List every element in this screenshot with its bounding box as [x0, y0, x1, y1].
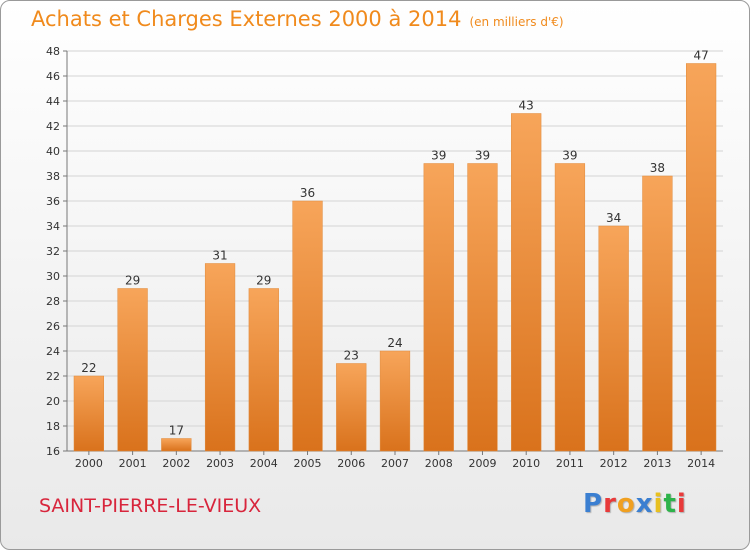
y-tick-label: 46: [46, 70, 60, 83]
proxiti-logo: Proxiti: [583, 489, 687, 519]
logo-letter: i: [653, 489, 664, 519]
bar: [336, 363, 367, 452]
x-tick-labels: 2000 2001 2002 2003 2004 2005 2006 2007 2008 2009…: [75, 451, 715, 470]
x-tick-label: 2012: [600, 457, 628, 470]
bar: [642, 175, 673, 452]
y-tick-label: 42: [46, 120, 60, 133]
logo-letter: x: [635, 489, 654, 519]
chart-subtitle: (en milliers d'€): [469, 15, 564, 29]
logo-letter: t: [663, 489, 677, 519]
bar: [379, 350, 411, 452]
y-tick-label: 36: [46, 195, 60, 208]
place-name: SAINT-PIERRE-LE-VIEUX: [39, 495, 262, 517]
data-label: 29: [256, 274, 271, 288]
y-tick-label: 40: [46, 145, 60, 158]
x-tick-label: 2003: [206, 457, 234, 470]
data-labels: 22 29 17 31 29 36 23 24 39 39 43 39 34 38 47: [81, 49, 709, 438]
x-tick-label: 2004: [250, 457, 278, 470]
data-label: 38: [650, 161, 665, 175]
x-tick-label: 2002: [162, 457, 190, 470]
data-label: 39: [475, 149, 490, 163]
x-tick-label: 2000: [75, 457, 103, 470]
bar: [686, 63, 717, 452]
bar: [292, 200, 323, 452]
logo-letter: r: [603, 489, 617, 519]
data-label: 31: [212, 249, 227, 263]
y-tick-label: 16: [46, 445, 60, 458]
data-label: 39: [431, 149, 446, 163]
x-tick-label: 2013: [643, 457, 671, 470]
y-tick-label: 18: [46, 420, 60, 433]
y-tick-label: 22: [46, 370, 60, 383]
logo-letter: i: [676, 489, 687, 519]
x-tick-label: 2007: [381, 457, 409, 470]
data-label: 17: [169, 424, 184, 438]
bar: [73, 375, 104, 452]
y-tick-label: 28: [46, 295, 60, 308]
bar: [161, 438, 192, 452]
chart-title-line: Achats et Charges Externes 2000 à 2014 (e…: [31, 7, 564, 31]
y-tick-label: 20: [46, 395, 60, 408]
x-tick-label: 2006: [337, 457, 365, 470]
data-label: 47: [693, 49, 708, 63]
bar: [248, 288, 279, 452]
y-tick-label: 26: [46, 320, 60, 333]
logo-letter: o: [616, 489, 636, 519]
data-label: 24: [387, 336, 402, 350]
data-label: 39: [562, 149, 577, 163]
data-label: 23: [344, 349, 359, 363]
bar: [554, 163, 586, 452]
bar: [511, 113, 542, 452]
data-label: 22: [81, 361, 96, 375]
y-tick-label: 38: [46, 170, 60, 183]
logo-letter: P: [583, 489, 604, 519]
x-tick-label: 2008: [425, 457, 453, 470]
x-tick-label: 2010: [512, 457, 540, 470]
x-tick-label: 2005: [294, 457, 322, 470]
x-tick-label: 2001: [119, 457, 147, 470]
y-tick-label: 24: [46, 345, 60, 358]
bar: [467, 163, 498, 452]
data-label: 36: [300, 186, 315, 200]
y-tick-label: 48: [46, 45, 60, 58]
bar: [598, 225, 629, 452]
data-label: 34: [606, 211, 621, 225]
chart-title: Achats et Charges Externes 2000 à 2014: [31, 7, 462, 31]
y-tick-label: 32: [46, 245, 60, 258]
bars: [73, 63, 717, 452]
x-tick-label: 2014: [687, 457, 715, 470]
bar: [117, 288, 148, 452]
bar: [423, 163, 454, 452]
y-tick-label: 34: [46, 220, 60, 233]
y-tick-label: 44: [46, 95, 60, 108]
x-tick-label: 2009: [468, 457, 496, 470]
x-tick-label: 2011: [556, 457, 584, 470]
data-label: 43: [519, 99, 534, 113]
data-label: 29: [125, 274, 140, 288]
bar: [204, 263, 236, 452]
y-tick-labels: 16 18 20 22 24 26 28 30 32 34 36 38 40 42 44 46 48: [46, 45, 60, 458]
y-tick-label: 30: [46, 270, 60, 283]
